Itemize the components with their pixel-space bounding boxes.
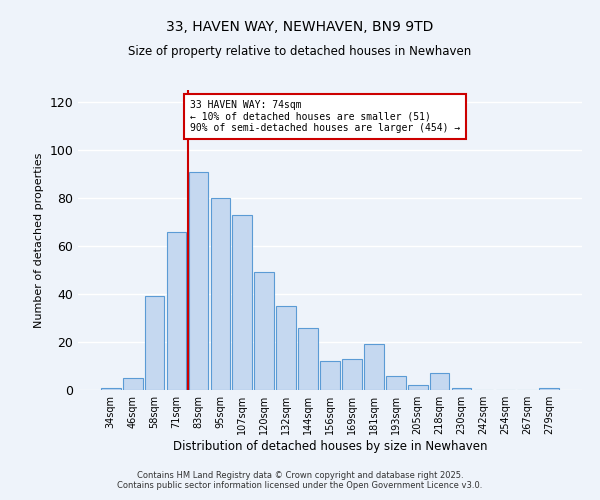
Text: 33 HAVEN WAY: 74sqm
← 10% of detached houses are smaller (51)
90% of semi-detach: 33 HAVEN WAY: 74sqm ← 10% of detached ho… — [190, 100, 460, 133]
Bar — [539, 388, 559, 390]
Bar — [342, 359, 362, 390]
X-axis label: Distribution of detached houses by size in Newhaven: Distribution of detached houses by size … — [173, 440, 487, 453]
Text: Size of property relative to detached houses in Newhaven: Size of property relative to detached ho… — [128, 45, 472, 58]
Bar — [167, 232, 187, 390]
Bar — [276, 306, 296, 390]
Text: 33, HAVEN WAY, NEWHAVEN, BN9 9TD: 33, HAVEN WAY, NEWHAVEN, BN9 9TD — [166, 20, 434, 34]
Bar — [211, 198, 230, 390]
Bar — [188, 172, 208, 390]
Bar — [386, 376, 406, 390]
Text: Contains HM Land Registry data © Crown copyright and database right 2025.
Contai: Contains HM Land Registry data © Crown c… — [118, 470, 482, 490]
Bar — [320, 361, 340, 390]
Bar — [101, 388, 121, 390]
Bar — [298, 328, 318, 390]
Bar — [254, 272, 274, 390]
Bar — [452, 388, 472, 390]
Bar — [123, 378, 143, 390]
Y-axis label: Number of detached properties: Number of detached properties — [34, 152, 44, 328]
Bar — [232, 215, 252, 390]
Bar — [364, 344, 384, 390]
Bar — [145, 296, 164, 390]
Bar — [408, 385, 428, 390]
Bar — [430, 373, 449, 390]
